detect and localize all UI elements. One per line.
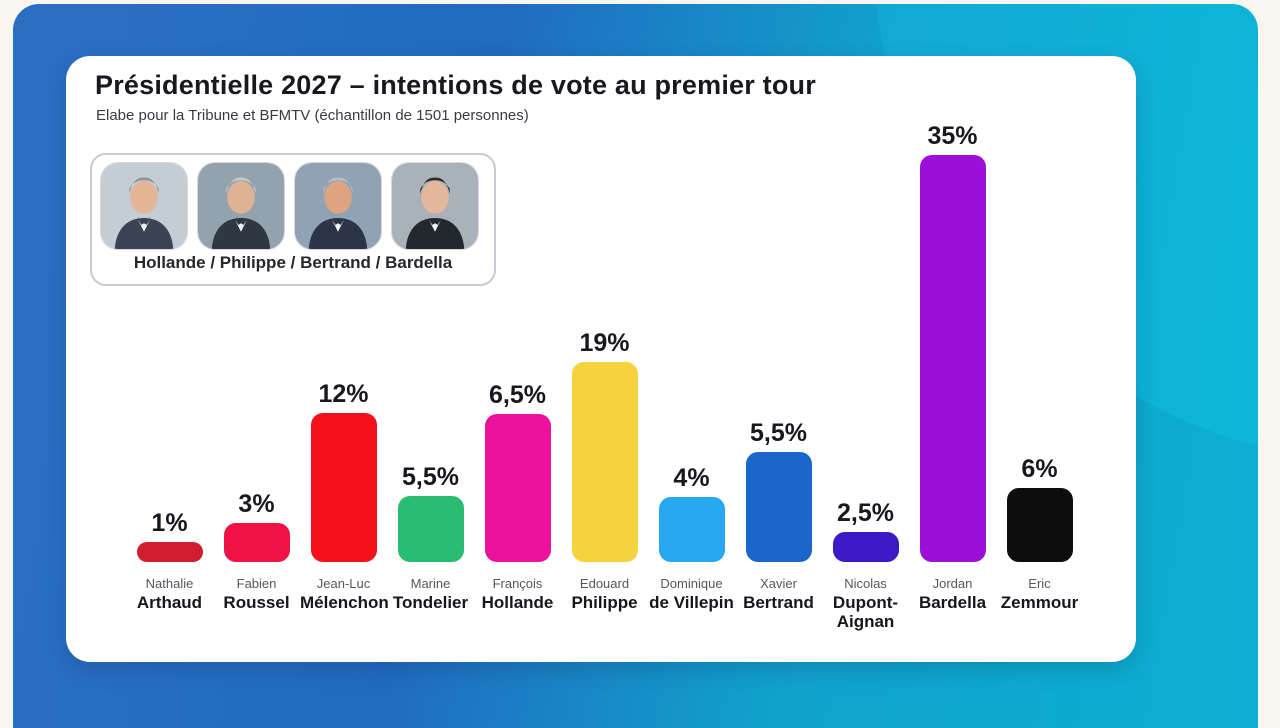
candidate-name-m-lenchon: Jean-Luc Mélenchon [300,572,389,612]
candidate-name-roussel: Fabien Roussel [213,572,300,612]
bar-value-label-arthaud: 1% [151,509,188,537]
bar-m-lenchon [310,413,377,562]
chart-column-hollande: 6,5% [474,382,561,562]
bar-tondelier [397,496,464,562]
hypothesis-caption: Hollande / Philippe / Bertrand / Bardell… [133,253,453,272]
candidate-last-name: Bertrand [743,593,814,612]
candidate-name-philippe: Edouard Philippe [561,572,648,612]
bar-value-label-philippe: 19% [579,329,630,357]
bar-chart-category-labels: Nathalie Arthaud Fabien Roussel Jean-Luc Méle… [126,572,1083,631]
chart-column-bardella: 35% [909,123,996,562]
candidate-name-arthaud: Nathalie Arthaud [126,572,213,612]
candidate-last-name: Bardella [918,593,987,612]
bar-de-villepin [658,497,725,562]
candidate-first-name: François [492,576,543,591]
bar-bardella [919,155,986,562]
bar-roussel [223,523,290,562]
candidate-name-dupont-aignan: Nicolas Dupont- Aignan [822,572,909,631]
candidate-name-tondelier: Marine Tondelier [387,572,474,612]
chart-column-zemmour: 6% [996,456,1083,562]
candidate-name-zemmour: Eric Zemmour [996,572,1083,612]
candidate-last-name: Roussel [223,593,290,612]
chart-column-dupont-aignan: 2,5% [822,500,909,562]
bar-value-label-tondelier: 5,5% [402,463,459,491]
candidate-name-hollande: François Hollande [474,572,561,612]
page-title: Présidentielle 2027 – intentions de vote… [95,70,816,100]
candidate-last-name: Mélenchon [300,593,389,612]
candidate-last-name: Arthaud [136,593,203,612]
candidate-first-name: Nicolas [844,576,887,591]
candidate-first-name: Xavier [760,576,797,591]
candidate-photo-hollande [100,162,188,250]
chart-column-roussel: 3% [213,491,300,562]
bar-arthaud [136,542,203,562]
candidate-name-bardella: Jordan Bardella [909,572,996,612]
candidate-first-name: Jean-Luc [316,576,371,591]
candidate-first-name: Fabien [236,576,277,591]
person-portrait-icon [392,163,478,249]
candidate-last-name: de Villepin [649,593,734,612]
chart-column-philippe: 19% [561,330,648,562]
poll-card: Présidentielle 2027 – intentions de vote… [66,56,1136,662]
person-portrait-icon [198,163,284,249]
bar-chart: 1% 3% 12% 5,5% 6,5% 19% 4% 5,5% 2,5% 35% 6% [126,123,1083,562]
candidate-name-de-villepin: Dominique de Villepin [648,572,735,612]
candidate-first-name: Marine [410,576,451,591]
chart-column-m-lenchon: 12% [300,381,387,562]
hypothesis-legend-box: Hollande / Philippe / Bertrand / Bardell… [90,153,496,286]
candidate-first-name: Jordan [932,576,973,591]
bar-value-label-m-lenchon: 12% [318,380,369,408]
chart-column-bertrand: 5,5% [735,420,822,562]
person-portrait-icon [295,163,381,249]
bar-zemmour [1006,488,1073,562]
chart-column-tondelier: 5,5% [387,464,474,562]
bar-value-label-de-villepin: 4% [673,464,710,492]
bar-value-label-bardella: 35% [927,122,978,150]
candidate-last-name: Philippe [571,593,638,612]
candidate-first-name: Dominique [660,576,723,591]
chart-column-arthaud: 1% [126,510,213,562]
candidate-first-name: Edouard [579,576,630,591]
chart-column-de-villepin: 4% [648,465,735,562]
person-portrait-icon [101,163,187,249]
candidate-last-name: Zemmour [1000,593,1079,612]
candidate-photos-row [92,155,494,250]
candidate-name-bertrand: Xavier Bertrand [735,572,822,612]
candidate-first-name: Eric [1028,576,1051,591]
bar-philippe [571,362,638,562]
candidate-last-name: Dupont- Aignan [832,593,899,631]
candidate-photo-philippe [197,162,285,250]
bar-value-label-roussel: 3% [238,490,275,518]
bar-value-label-hollande: 6,5% [489,381,546,409]
bar-dupont-aignan [832,532,899,562]
candidate-last-name: Tondelier [392,593,469,612]
candidate-first-name: Nathalie [145,576,194,591]
candidate-last-name: Hollande [481,593,554,612]
candidate-photo-bertrand [294,162,382,250]
bar-hollande [484,414,551,562]
poll-source-subtitle: Elabe pour la Tribune et BFMTV (échantil… [96,107,529,124]
bar-value-label-zemmour: 6% [1021,455,1058,483]
bar-value-label-dupont-aignan: 2,5% [837,499,894,527]
bar-value-label-bertrand: 5,5% [750,419,807,447]
bar-bertrand [745,452,812,562]
candidate-photo-bardella [391,162,479,250]
